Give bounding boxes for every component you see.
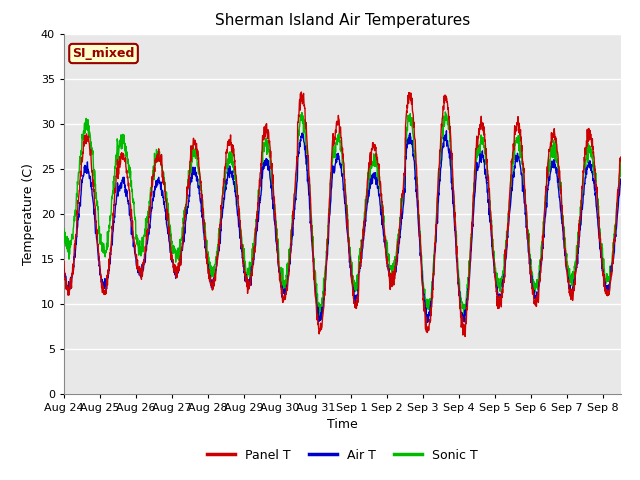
- Y-axis label: Temperature (C): Temperature (C): [22, 163, 35, 264]
- Legend: Panel T, Air T, Sonic T: Panel T, Air T, Sonic T: [202, 444, 483, 467]
- Title: Sherman Island Air Temperatures: Sherman Island Air Temperatures: [215, 13, 470, 28]
- Text: SI_mixed: SI_mixed: [72, 47, 135, 60]
- X-axis label: Time: Time: [327, 418, 358, 431]
